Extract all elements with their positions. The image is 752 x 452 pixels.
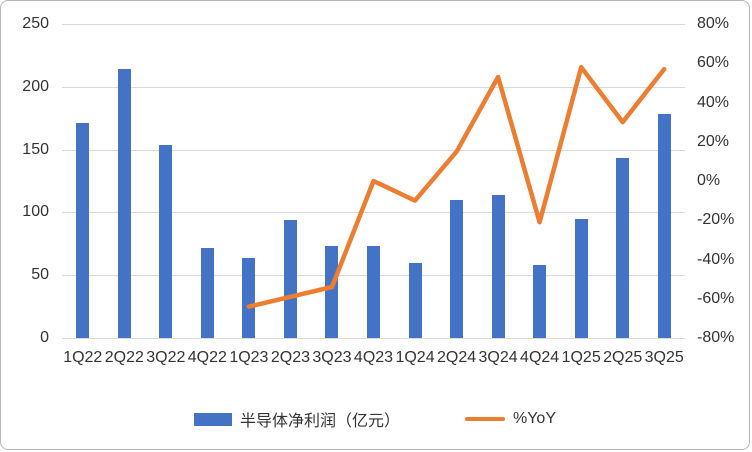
bar-3Q25 <box>657 114 671 338</box>
bar-3Q22 <box>159 144 173 338</box>
y-axis-right-tick: -80% <box>697 329 735 346</box>
bar-2Q25 <box>616 158 630 338</box>
y-axis-left-tick: 0 <box>40 329 49 346</box>
bar-2Q22 <box>117 69 131 338</box>
y-axis-right-tick: -40% <box>697 250 735 268</box>
y-axis-left-tick: 100 <box>22 203 49 221</box>
x-axis-label-1Q22: 1Q22 <box>63 349 103 366</box>
bar-4Q24 <box>533 265 547 338</box>
bar-4Q23 <box>367 246 380 338</box>
bar-2Q24 <box>450 199 464 338</box>
y-axis-left-tick: 250 <box>22 15 49 32</box>
x-axis-label-2Q25: 2Q25 <box>603 349 643 366</box>
y-axis-right-tick: 0% <box>697 172 721 189</box>
y-axis-left-tick: 50 <box>31 266 49 284</box>
chart-legend: 半导体净利润（亿元） %YoY <box>1 407 749 431</box>
x-axis-label-2Q24: 2Q24 <box>436 349 477 366</box>
line-series-swatch <box>465 416 505 422</box>
x-axis-label-2Q23: 2Q23 <box>270 349 310 366</box>
y-axis-right-tick: 60% <box>697 54 730 72</box>
x-axis-label-3Q24: 3Q24 <box>478 349 518 366</box>
h-gridline <box>62 149 685 151</box>
x-axis-label-2Q22: 2Q22 <box>104 349 144 366</box>
y-axis-right-tick: -60% <box>697 289 735 307</box>
x-axis-label-1Q23: 1Q23 <box>229 349 269 366</box>
bar-1Q25 <box>574 218 588 338</box>
bar-2Q23 <box>283 219 297 338</box>
x-axis-label-1Q24: 1Q24 <box>395 349 435 366</box>
yoy-line-series <box>246 64 667 309</box>
bar-1Q24 <box>408 262 422 338</box>
h-gridline <box>62 86 685 88</box>
h-gridline <box>62 338 685 339</box>
line-series-label: %YoY <box>513 410 556 427</box>
bar-series-label: 半导体净利润（亿元） <box>239 413 400 430</box>
y-axis-left-tick: 200 <box>22 77 49 95</box>
x-axis-label-4Q23: 4Q23 <box>353 349 394 366</box>
y-axis-right-tick: 40% <box>697 93 730 111</box>
legend-item-yoy: %YoY <box>465 410 556 428</box>
bar-3Q24 <box>491 194 505 338</box>
x-axis-label-4Q24: 4Q24 <box>520 349 560 366</box>
h-gridline <box>62 24 685 25</box>
x-axis-label-1Q25: 1Q25 <box>561 349 601 366</box>
y-axis-right-tick: -20% <box>697 211 735 229</box>
bar-1Q22 <box>76 123 90 338</box>
x-axis-label-4Q22: 4Q22 <box>187 349 227 366</box>
bar-1Q23 <box>242 257 256 338</box>
x-axis-label-3Q23: 3Q23 <box>312 349 352 366</box>
x-axis-label-3Q25: 3Q25 <box>644 349 684 366</box>
bar-4Q22 <box>200 247 214 338</box>
y-axis-right-tick: 80% <box>697 15 730 32</box>
y-axis-left-tick: 150 <box>22 140 49 158</box>
h-gridline <box>62 212 685 214</box>
legend-item-net-profit: 半导体净利润（亿元） <box>193 407 400 431</box>
x-axis-label-3Q22: 3Q22 <box>146 349 186 366</box>
y-axis-right-tick: 20% <box>697 132 730 150</box>
yoy-polyline <box>246 64 667 309</box>
bar-series-swatch <box>193 412 232 426</box>
bar-3Q23 <box>325 246 339 338</box>
